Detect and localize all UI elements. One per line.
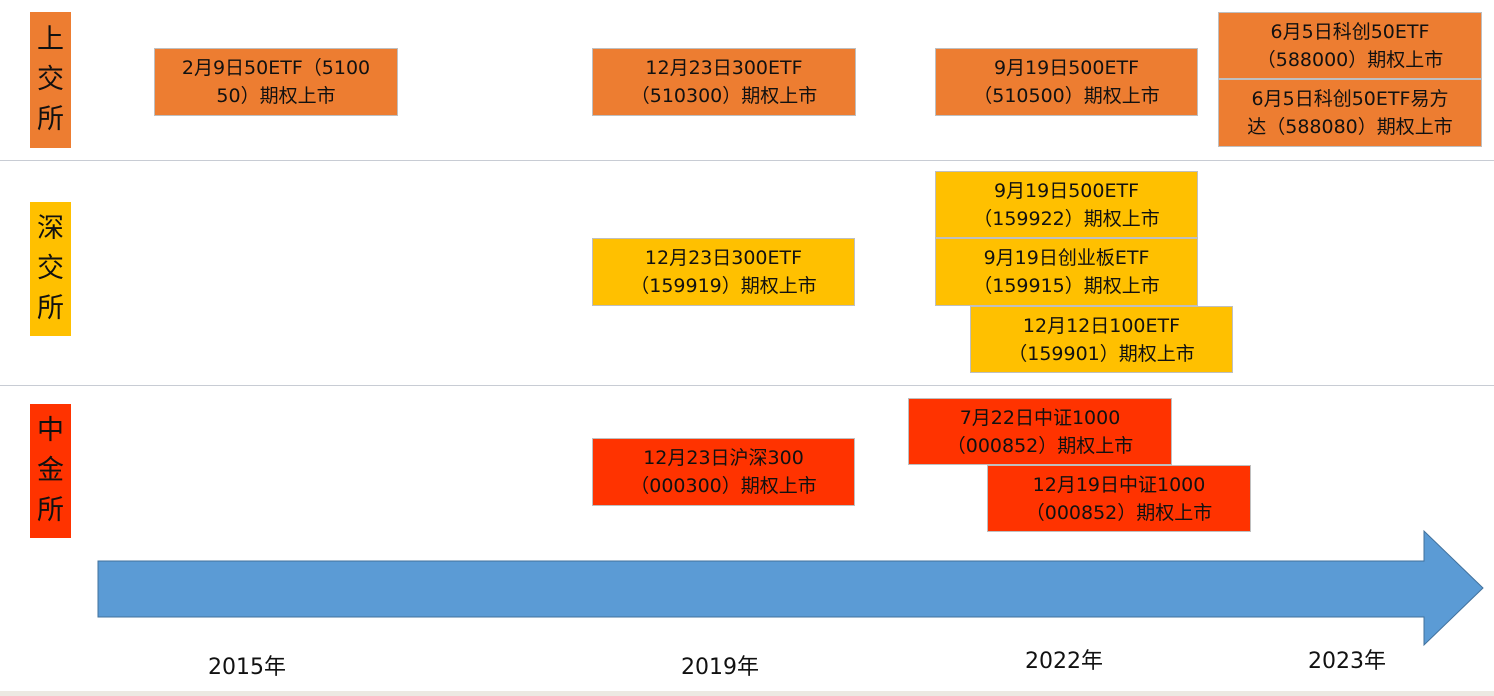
event-box-cffex-zz1000-dec: 12月19日中证1000 （000852）期权上市 [987, 465, 1251, 532]
exchange-char: 金 [37, 455, 64, 486]
exchange-char: 所 [37, 293, 64, 324]
bottom-border [0, 691, 1494, 696]
exchange-char: 交 [37, 64, 64, 95]
exchange-char: 所 [37, 104, 64, 135]
event-box-sse-kc50etf: 6月5日科创50ETF （588000）期权上市 [1218, 12, 1482, 79]
timeline-arrow-shape [97, 529, 1484, 647]
event-box-sse-500etf: 9月19日500ETF （510500）期权上市 [935, 48, 1198, 116]
exchange-label-sse: 上 交 所 [30, 12, 71, 148]
exchange-char: 上 [37, 24, 64, 55]
exchange-char: 所 [37, 495, 64, 526]
exchange-label-cffex: 中 金 所 [30, 404, 71, 538]
event-box-sse-kc50etf-efund: 6月5日科创50ETF易方 达（588080）期权上市 [1218, 79, 1482, 147]
row-divider [0, 385, 1494, 386]
year-label-2019: 2019年 [681, 655, 759, 680]
year-label-2023: 2023年 [1308, 649, 1386, 674]
event-box-sse-50etf: 2月9日50ETF（5100 50）期权上市 [154, 48, 398, 116]
year-label-2015: 2015年 [208, 655, 286, 680]
exchange-char: 深 [37, 213, 64, 244]
year-label-2022: 2022年 [1025, 649, 1103, 674]
event-box-szse-300etf: 12月23日300ETF （159919）期权上市 [592, 238, 855, 306]
event-box-szse-500etf: 9月19日500ETF （159922）期权上市 [935, 171, 1198, 238]
exchange-char: 中 [37, 415, 64, 446]
event-box-cffex-zz1000-jul: 7月22日中证1000 （000852）期权上市 [908, 398, 1172, 465]
event-box-cffex-hs300: 12月23日沪深300 （000300）期权上市 [592, 438, 855, 506]
event-box-szse-cyb-etf: 9月19日创业板ETF （159915）期权上市 [935, 238, 1198, 306]
event-box-sse-300etf: 12月23日300ETF （510300）期权上市 [592, 48, 856, 116]
event-box-szse-100etf: 12月12日100ETF （159901）期权上市 [970, 306, 1233, 373]
exchange-label-szse: 深 交 所 [30, 202, 71, 336]
exchange-char: 交 [37, 253, 64, 284]
row-divider [0, 160, 1494, 161]
